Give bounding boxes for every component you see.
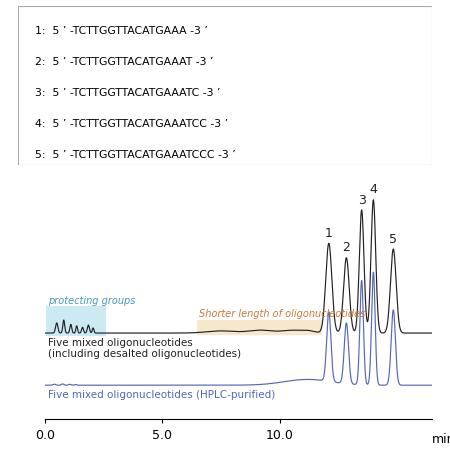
- Bar: [46, 306, 106, 336]
- Text: 5:  5 ’ -TCTTGGTTACATGAAATCCC -3 ’: 5: 5 ’ -TCTTGGTTACATGAAATCCC -3 ’: [35, 150, 235, 160]
- Text: 2:  5 ’ -TCTTGGTTACATGAAAT -3 ’: 2: 5 ’ -TCTTGGTTACATGAAAT -3 ’: [35, 57, 213, 67]
- Text: 2: 2: [342, 241, 351, 254]
- Text: Five mixed oligonucleotides (HPLC-purified): Five mixed oligonucleotides (HPLC-purifi…: [48, 389, 275, 399]
- Text: 5: 5: [389, 232, 397, 245]
- Text: 4:  5 ’ -TCTTGGTTACATGAAATCC -3 ’: 4: 5 ’ -TCTTGGTTACATGAAATCC -3 ’: [35, 119, 228, 129]
- Text: 4: 4: [369, 183, 377, 196]
- Text: 1: 1: [325, 227, 333, 239]
- Text: 3: 3: [358, 193, 365, 206]
- Text: (including desalted oligonucleotides): (including desalted oligonucleotides): [48, 349, 241, 359]
- Text: min: min: [432, 432, 450, 445]
- Text: Shorter length of oligonucleotides: Shorter length of oligonucleotides: [198, 308, 365, 318]
- Text: Five mixed oligonucleotides: Five mixed oligonucleotides: [48, 337, 193, 347]
- Bar: [198, 320, 322, 335]
- Text: 1:  5 ’ -TCTTGGTTACATGAAA -3 ’: 1: 5 ’ -TCTTGGTTACATGAAA -3 ’: [35, 26, 207, 36]
- Text: 3:  5 ’ -TCTTGGTTACATGAAATC -3 ’: 3: 5 ’ -TCTTGGTTACATGAAATC -3 ’: [35, 88, 220, 98]
- Text: protecting groups: protecting groups: [48, 295, 135, 305]
